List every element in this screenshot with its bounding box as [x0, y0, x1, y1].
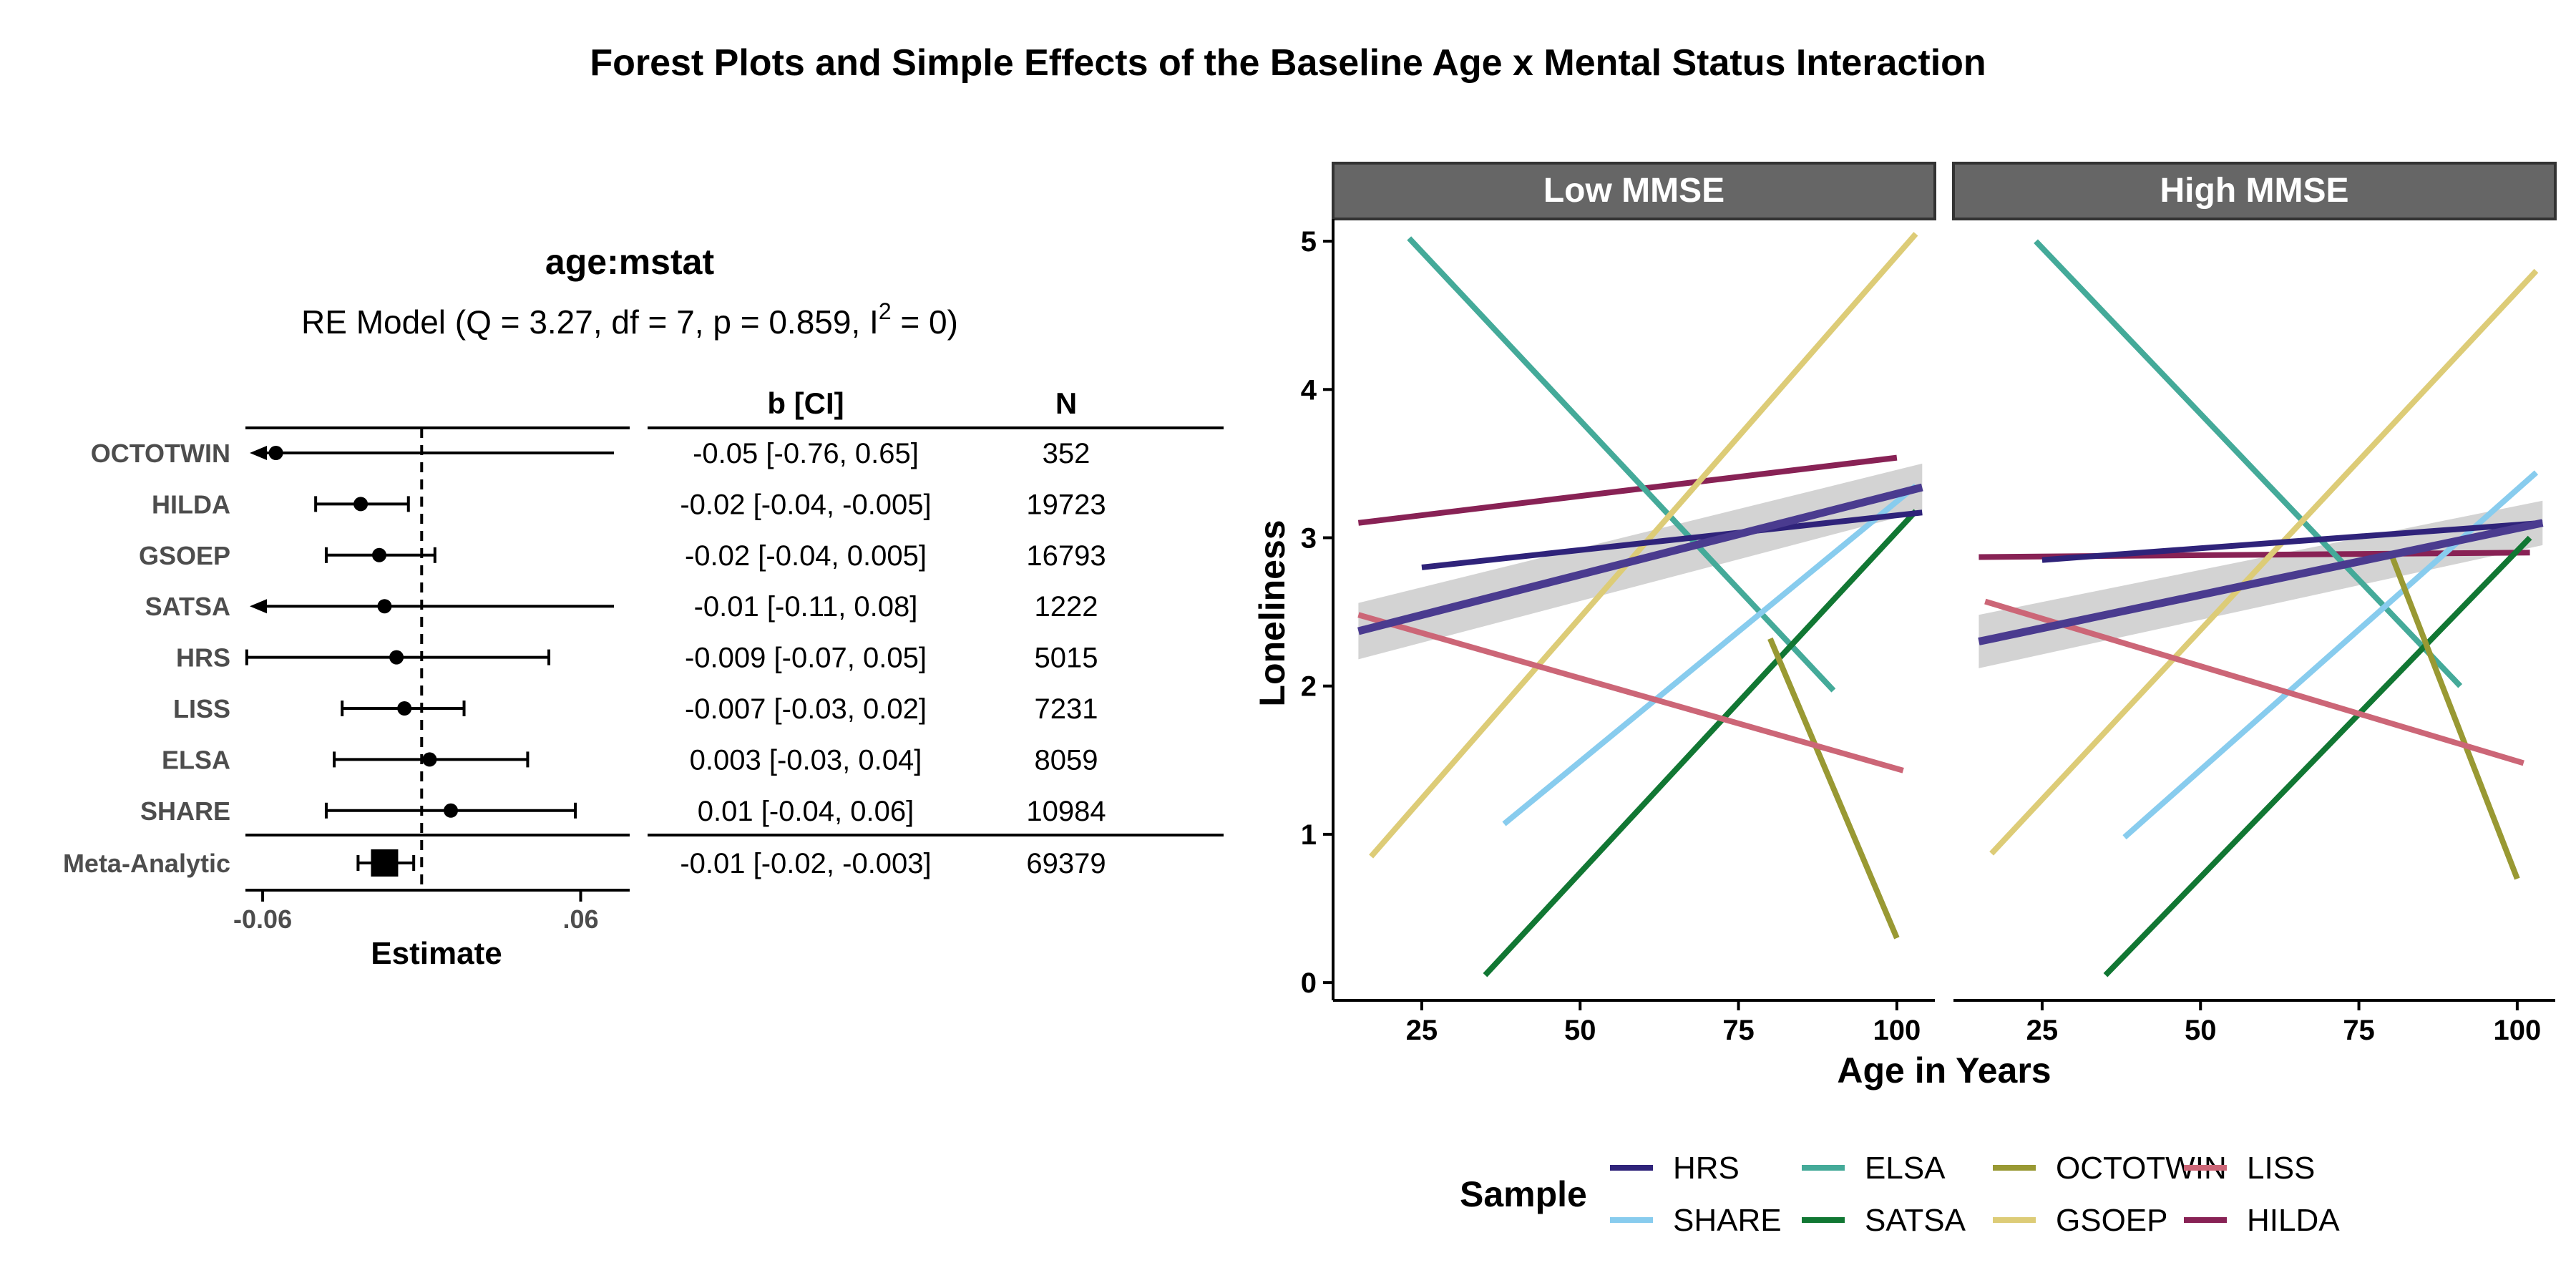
forest-row-label-hrs: HRS	[176, 643, 230, 673]
y-axis-label: Loneliness	[1252, 519, 1292, 706]
series-line-high-mmse-share	[2122, 470, 2539, 840]
legend-label-satsa: SATSA	[1865, 1203, 1966, 1238]
series-line-low-mmse-hrs	[1421, 509, 1923, 570]
forest-ci-text-octotwin: -0.05 [-0.76, 0.65]	[693, 438, 919, 469]
figure-title: Forest Plots and Simple Effects of the B…	[590, 42, 1986, 84]
x-tick-label-low-mmse-25: 25	[1406, 1015, 1438, 1046]
pooled-line-low-mmse	[1357, 483, 1923, 635]
forest-point-gsoep	[372, 547, 387, 562]
forest-subtitle: RE Model (Q = 3.27, df = 7, p = 0.859, I…	[301, 298, 958, 341]
forest-row-label-gsoep: GSOEP	[139, 541, 230, 570]
forest-row-label-satsa: SATSA	[145, 592, 230, 621]
x-tick-label-high-mmse-50: 50	[2185, 1015, 2217, 1046]
forest-point-octotwin	[268, 446, 283, 460]
pooled-line-high-mmse	[1978, 519, 2544, 645]
forest-row-label-hilda: HILDA	[152, 489, 230, 519]
forest-point-elsa	[422, 752, 437, 767]
y-tick-label-3: 3	[1301, 523, 1317, 555]
series-line-low-mmse-liss	[1357, 612, 1904, 774]
legend-label-gsoep: GSOEP	[2056, 1203, 2168, 1238]
forest-ci-arrow-left-octotwin	[250, 446, 267, 460]
forest-subtitle-suffix: = 0)	[892, 303, 958, 341]
series-line-high-mmse-satsa	[2103, 535, 2532, 977]
x-tick-label-high-mmse-75: 75	[2343, 1015, 2375, 1046]
legend-label-hilda: HILDA	[2247, 1203, 2340, 1238]
forest-n-share: 10984	[1026, 796, 1106, 827]
legend-label-liss: LISS	[2247, 1151, 2315, 1186]
forest-ci-text-satsa: -0.01 [-0.11, 0.08]	[694, 591, 918, 623]
strip-low-mmse-label: Low MMSE	[1543, 172, 1724, 210]
series-line-high-mmse-liss	[1984, 598, 2524, 766]
forest-subtitle-sup: 2	[879, 298, 892, 324]
series-line-high-mmse-elsa	[2034, 239, 2463, 688]
forest-title: age:mstat	[545, 242, 715, 282]
forest-marks: -0.06 .06 OCTOTWIN -0.05 [-0.76, 0.65] 352 HI…	[63, 428, 1106, 934]
x-axis-label: Age in Years	[1837, 1050, 2051, 1091]
y-tick-label-0: 0	[1301, 967, 1317, 999]
forest-n-octotwin: 352	[1043, 438, 1091, 469]
forest-row-label-meta-analytic: Meta-Analytic	[63, 849, 230, 878]
forest-col-header-n: N	[1055, 386, 1077, 420]
legend-label-elsa: ELSA	[1865, 1151, 1946, 1186]
series-line-high-mmse-gsoep	[1989, 268, 2539, 856]
y-tick-label-2: 2	[1301, 671, 1317, 703]
forest-point-share	[444, 803, 459, 818]
forest-point-liss	[397, 701, 412, 716]
forest-ci-arrow-left-satsa	[250, 599, 267, 614]
forest-ci-text-gsoep: -0.02 [-0.04, 0.005]	[685, 540, 927, 572]
forest-n-meta-analytic: 69379	[1026, 848, 1106, 879]
forest-subtitle-prefix: RE Model (Q = 3.27, df = 7, p = 0.859, I	[301, 303, 879, 341]
forest-ci-text-hrs: -0.009 [-0.07, 0.05]	[685, 643, 927, 674]
strip-high-mmse-label: High MMSE	[2160, 172, 2349, 210]
legend-label-hrs: HRS	[1673, 1151, 1740, 1186]
strip-high-mmse	[1952, 162, 2557, 220]
forest-ci-text-meta-analytic: -0.01 [-0.02, -0.003]	[680, 848, 931, 879]
series-line-high-mmse-octotwin	[2388, 551, 2520, 880]
x-tick-label-high-mmse-100: 100	[2494, 1015, 2542, 1046]
x-tick-label-low-mmse-100: 100	[1873, 1015, 1921, 1046]
forest-row-label-share: SHARE	[140, 796, 230, 826]
forest-point-hrs	[389, 650, 404, 665]
forest-row-label-elsa: ELSA	[162, 745, 230, 774]
forest-x-axis-label: Estimate	[371, 936, 502, 971]
forest-n-liss: 7231	[1035, 693, 1098, 725]
x-tick-label-high-mmse-25: 25	[2026, 1015, 2059, 1046]
line-chart-marks: 25 50 75 100 25 50 75 100 0 1 2 3 4 5	[1301, 219, 2555, 1046]
forest-ci-text-elsa: 0.003 [-0.03, 0.04]	[690, 744, 922, 776]
y-tick-label-4: 4	[1301, 374, 1317, 406]
forest-x-tick-label--06: .06	[562, 904, 598, 934]
forest-row-label-octotwin: OCTOTWIN	[91, 439, 230, 468]
forest-n-hilda: 19723	[1026, 489, 1106, 520]
forest-n-satsa: 1222	[1035, 591, 1098, 623]
forest-row-label-liss: LISS	[173, 694, 230, 723]
forest-ci-text-liss: -0.007 [-0.03, 0.02]	[685, 693, 927, 725]
y-tick-label-5: 5	[1301, 226, 1317, 258]
series-line-low-mmse-hilda	[1357, 454, 1898, 526]
series-line-high-mmse-hrs	[2041, 519, 2543, 563]
series-line-low-mmse-share	[1502, 483, 1918, 826]
x-tick-label-low-mmse-75: 75	[1722, 1015, 1755, 1046]
strip-low-mmse	[1332, 162, 1936, 220]
legend-label-share: SHARE	[1673, 1203, 1782, 1238]
series-line-low-mmse-satsa	[1483, 509, 1918, 977]
forest-point-hilda	[353, 497, 369, 512]
forest-ci-text-share: 0.01 [-0.04, 0.06]	[698, 796, 914, 827]
forest-col-header-ci: b [CI]	[767, 386, 844, 420]
forest-summary-marker	[371, 849, 399, 877]
forest-plot: age:mstat RE Model (Q = 3.27, df = 7, p …	[63, 242, 1224, 971]
forest-n-hrs: 5015	[1035, 643, 1098, 674]
x-tick-label-low-mmse-50: 50	[1564, 1015, 1596, 1046]
legend-title: Sample	[1460, 1174, 1587, 1214]
forest-n-gsoep: 16793	[1026, 540, 1106, 572]
forest-ci-text-hilda: -0.02 [-0.04, -0.005]	[680, 489, 931, 520]
y-tick-label-1: 1	[1301, 819, 1317, 851]
line-chart: Low MMSE High MMSE Loneliness Age in Yea…	[1252, 162, 2557, 1238]
forest-x-tick-label--0-06: -0.06	[233, 904, 292, 934]
forest-n-elsa: 8059	[1035, 744, 1098, 776]
series-line-low-mmse-octotwin	[1767, 637, 1900, 940]
forest-point-satsa	[377, 599, 392, 614]
